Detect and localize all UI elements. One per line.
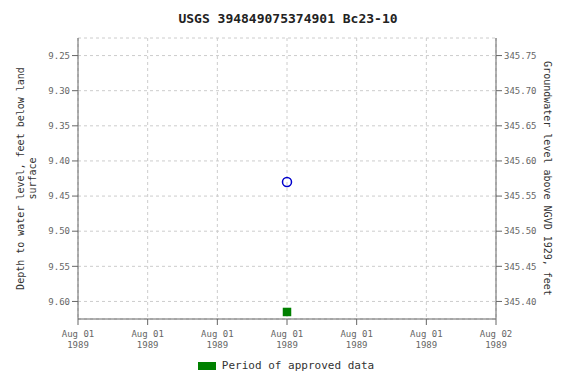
svg-text:9.55: 9.55 [48,262,70,272]
svg-text:9.50: 9.50 [48,226,70,236]
html-text:Period of approved data: Period of approved data [221,359,375,372]
svg-text:Depth to water level, feet bel: Depth to water level, feet below landsur… [15,67,38,290]
svg-text:9.30: 9.30 [48,86,70,96]
html-text:USGS 394849075374901 Bc23-10: USGS 394849075374901 Bc23-10 [178,11,398,26]
svg-text:9.25: 9.25 [48,51,70,61]
svg-text:Aug 011989: Aug 011989 [340,329,373,350]
svg-text:345.60: 345.60 [504,156,537,166]
svg-text:9.35: 9.35 [48,121,70,131]
svg-text:9.45: 9.45 [48,191,70,201]
svg-text:Groundwater level above NGVD 1: Groundwater level above NGVD 1929, feet [543,61,554,296]
svg-text:Aug 011989: Aug 011989 [201,329,234,350]
svg-text:9.40: 9.40 [48,156,70,166]
svg-text:Aug 011989: Aug 011989 [410,329,443,350]
svg-text:9.60: 9.60 [48,297,70,307]
svg-text:Aug 011989: Aug 011989 [131,329,164,350]
svg-text:345.40: 345.40 [504,297,537,307]
svg-text:Aug 011989: Aug 011989 [62,329,95,350]
svg-text:345.65: 345.65 [504,121,537,131]
svg-text:345.75: 345.75 [504,51,537,61]
svg-text:345.50: 345.50 [504,226,537,236]
svg-text:Aug 011989: Aug 011989 [271,329,304,350]
svg-text:Aug 021989: Aug 021989 [480,329,513,350]
svg-text:345.45: 345.45 [504,262,537,272]
svg-text:345.70: 345.70 [504,86,537,96]
svg-text:345.55: 345.55 [504,191,537,201]
